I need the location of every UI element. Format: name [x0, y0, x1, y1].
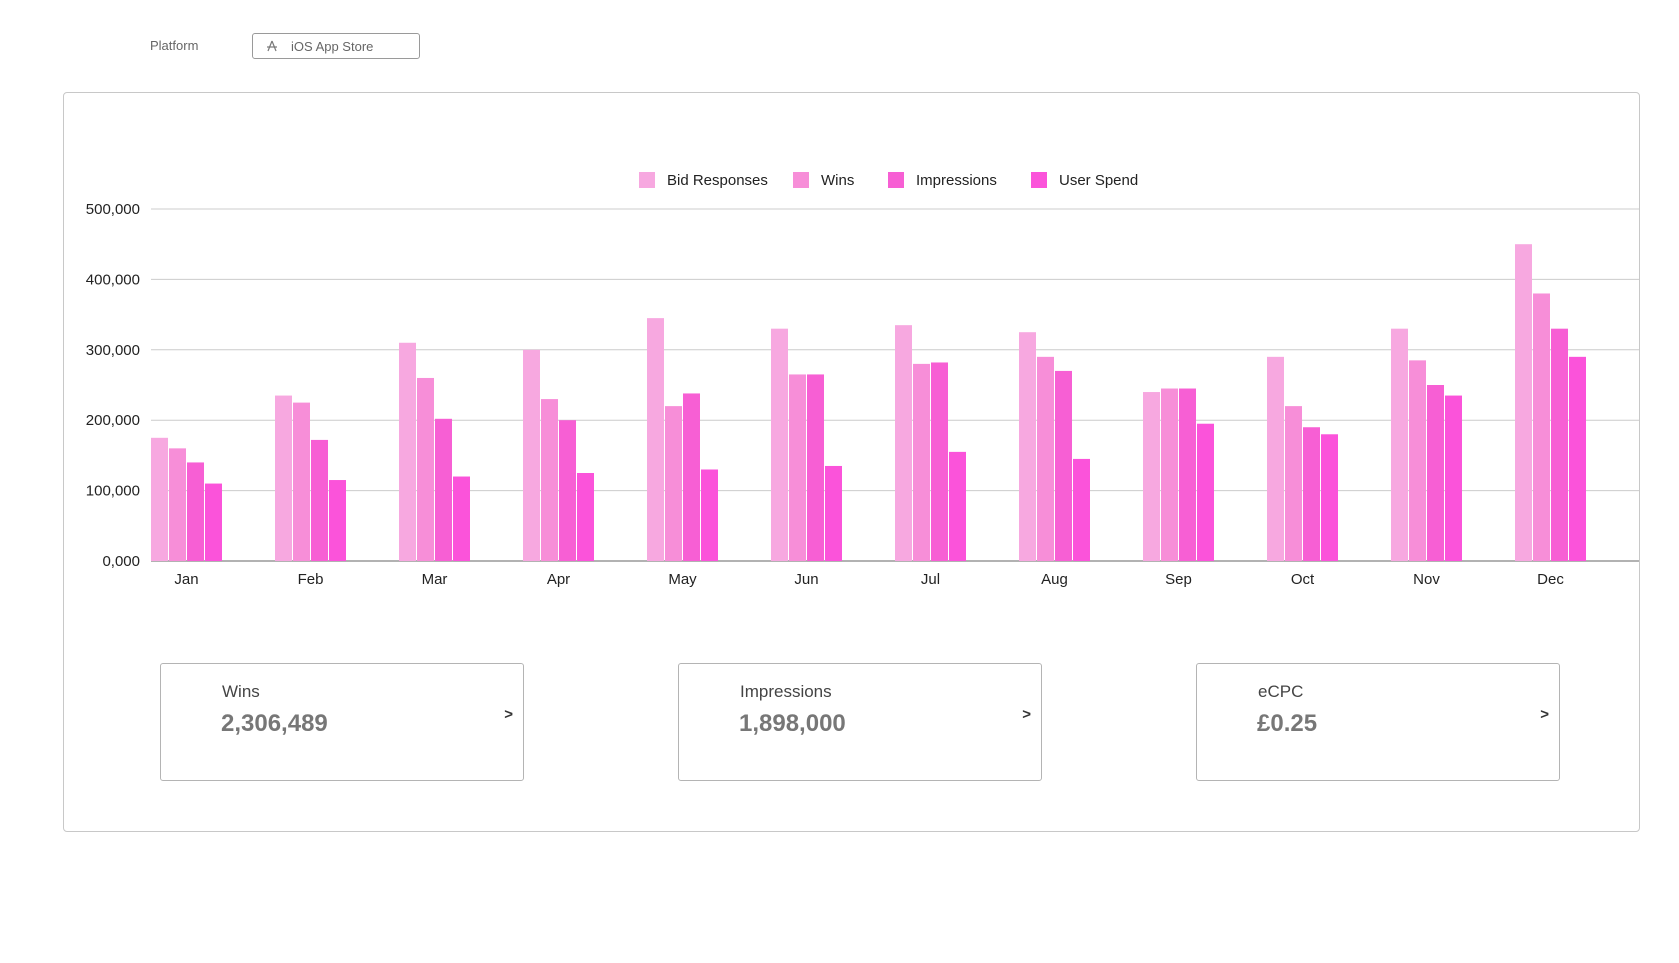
x-tick-label: Jan: [174, 571, 198, 588]
bar: [807, 374, 824, 561]
bar: [895, 325, 912, 561]
y-tick-label: 100,000: [86, 483, 140, 500]
x-tick-label: Dec: [1537, 571, 1564, 588]
bar: [523, 349, 540, 561]
bar: [683, 393, 700, 561]
bar: [1321, 434, 1338, 561]
chart-card: 0,000 100,000 200,000 300,000 400,000 500,000…: [63, 92, 1640, 832]
kpi-card-wins[interactable]: Wins 2,306,489 >: [160, 663, 524, 781]
y-tick-label: 200,000: [86, 412, 140, 429]
platform-label: Platform: [150, 38, 199, 53]
bar: [151, 437, 168, 561]
x-tick-label: Mar: [422, 571, 448, 588]
bar: [949, 451, 966, 561]
chevron-right-icon[interactable]: >: [1540, 706, 1549, 723]
bar: [275, 395, 292, 561]
legend-swatch[interactable]: [639, 172, 655, 188]
bar: [1143, 392, 1160, 561]
bar: [701, 469, 718, 561]
bar: [1391, 328, 1408, 561]
bar: [399, 342, 416, 561]
bar: [577, 473, 594, 561]
platform-select-value: iOS App Store: [291, 38, 374, 54]
legend-label[interactable]: Wins: [821, 172, 854, 189]
bar: [169, 448, 186, 561]
bar: [1019, 332, 1036, 561]
x-tick-label: Sep: [1165, 571, 1192, 588]
bar: [1179, 388, 1196, 561]
platform-select[interactable]: iOS App Store: [252, 33, 420, 59]
legend-swatch[interactable]: [888, 172, 904, 188]
bar: [1427, 385, 1444, 561]
bar: [789, 374, 806, 561]
y-tick-label: 300,000: [86, 342, 140, 359]
kpi-value: £0.25: [1257, 710, 1318, 737]
y-tick-label: 0,000: [102, 553, 140, 570]
bar: [1037, 356, 1054, 561]
bar: [1267, 356, 1284, 561]
bar: [559, 420, 576, 561]
bar: [453, 476, 470, 561]
bar: [825, 465, 842, 561]
bar: [1551, 328, 1568, 561]
bar: [931, 362, 948, 561]
kpi-label: Impressions: [740, 682, 832, 701]
x-tick-label: May: [668, 571, 697, 588]
bar: [435, 418, 452, 561]
bar: [417, 377, 434, 561]
bar: [647, 318, 664, 561]
kpi-label: eCPC: [1258, 682, 1304, 701]
kpi-card-ecpc[interactable]: eCPC £0.25 >: [1196, 663, 1560, 781]
bar: [1409, 360, 1426, 561]
bar: [187, 462, 204, 561]
x-tick-label: Feb: [298, 571, 324, 588]
x-tick-label: Jun: [794, 571, 818, 588]
kpi-label: Wins: [222, 682, 260, 701]
chevron-right-icon[interactable]: >: [1022, 706, 1031, 723]
bar: [1445, 395, 1462, 561]
kpi-value: 1,898,000: [739, 710, 846, 737]
bar: [1161, 388, 1178, 561]
x-tick-label: Aug: [1041, 571, 1068, 588]
chevron-right-icon[interactable]: >: [504, 706, 513, 723]
bar: [771, 328, 788, 561]
x-tick-label: Nov: [1413, 571, 1440, 588]
bar: [205, 483, 222, 561]
bar: [665, 406, 682, 561]
platform-filter: Platform iOS App Store: [150, 33, 550, 61]
bar: [1073, 458, 1090, 561]
bar-chart: 0,000 100,000 200,000 300,000 400,000 500,000…: [86, 172, 1639, 588]
x-tick-label: Apr: [547, 571, 570, 588]
legend-label[interactable]: Bid Responses: [667, 172, 768, 189]
legend-label[interactable]: Impressions: [916, 172, 997, 189]
kpi-value: 2,306,489: [221, 710, 328, 737]
bar: [1569, 356, 1586, 561]
bar: [329, 480, 346, 561]
bar: [293, 402, 310, 561]
legend-swatch[interactable]: [793, 172, 809, 188]
app-store-icon: [265, 39, 279, 53]
bar: [913, 363, 930, 561]
bar: [1055, 370, 1072, 561]
bar: [1533, 293, 1550, 561]
x-tick-label: Oct: [1291, 571, 1315, 588]
bar: [541, 399, 558, 561]
kpi-card-impressions[interactable]: Impressions 1,898,000 >: [678, 663, 1042, 781]
bar: [1197, 423, 1214, 561]
bar: [311, 439, 328, 561]
legend-swatch[interactable]: [1031, 172, 1047, 188]
bar: [1515, 244, 1532, 561]
bar: [1303, 427, 1320, 561]
legend-label[interactable]: User Spend: [1059, 172, 1138, 189]
bar: [1285, 406, 1302, 561]
x-tick-label: Jul: [921, 571, 940, 588]
y-tick-label: 400,000: [86, 271, 140, 288]
y-tick-label: 500,000: [86, 201, 140, 218]
